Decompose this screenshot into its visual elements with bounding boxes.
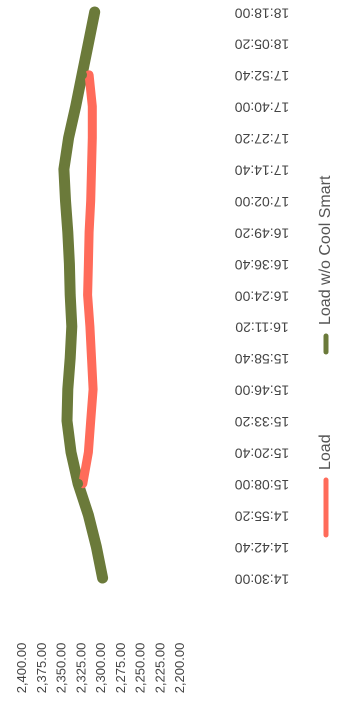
data-point xyxy=(84,448,93,457)
data-point xyxy=(88,133,97,142)
data-point xyxy=(83,291,92,299)
data-point xyxy=(86,416,95,425)
x-tick-label: 15:58:40 xyxy=(235,351,290,367)
data-point xyxy=(62,227,73,238)
data-point xyxy=(87,353,96,362)
x-tick-label: 14:30:00 xyxy=(235,571,290,587)
x-tick-label: 18:05:20 xyxy=(235,37,290,53)
data-point xyxy=(89,7,100,17)
y-tick-label: 2,225.00 xyxy=(152,643,167,694)
data-point xyxy=(58,164,69,175)
data-point xyxy=(97,573,108,583)
y-tick-label: 2,250.00 xyxy=(133,643,148,694)
x-tick-label: 17:40:00 xyxy=(235,100,290,116)
x-tick-label: 16:36:40 xyxy=(235,257,290,273)
x-tick-label: 16:24:00 xyxy=(235,288,290,304)
data-point xyxy=(91,541,102,552)
y-tick-label: 2,375.00 xyxy=(34,643,49,694)
data-point xyxy=(62,415,72,426)
data-point xyxy=(84,259,93,268)
data-point xyxy=(77,69,87,80)
x-tick-label: 15:33:20 xyxy=(235,414,290,430)
data-point xyxy=(85,70,94,79)
data-point xyxy=(64,258,75,269)
data-point xyxy=(66,447,76,458)
x-tick-label: 18:18:00 xyxy=(235,5,290,21)
x-tick-label: 17:27:20 xyxy=(235,131,290,147)
y-tick-label: 2,325.00 xyxy=(73,643,88,694)
y-tick-label: 2,350.00 xyxy=(54,643,69,694)
x-tick-label: 15:20:40 xyxy=(235,446,290,462)
y-tick-label: 2,275.00 xyxy=(113,643,128,694)
x-tick-label: 16:11:20 xyxy=(235,320,289,336)
x-tick-label: 17:02:00 xyxy=(235,194,290,210)
data-point xyxy=(83,38,94,49)
x-tick-label: 17:52:40 xyxy=(235,68,290,84)
x-tick-label: 17:14:40 xyxy=(235,163,290,179)
data-point xyxy=(65,290,76,300)
data-point xyxy=(87,165,96,174)
data-point xyxy=(86,196,95,205)
data-point xyxy=(85,322,94,331)
data-point xyxy=(60,195,71,206)
x-tick-label: 15:46:00 xyxy=(235,383,290,399)
data-point xyxy=(63,132,74,143)
y-tick-label: 2,400.00 xyxy=(14,643,29,694)
data-point xyxy=(85,228,94,237)
data-point xyxy=(73,478,84,489)
data-point xyxy=(88,102,97,111)
x-tick-label: 14:55:20 xyxy=(235,508,290,524)
x-tick-label: 14:42:40 xyxy=(235,540,290,556)
x-tick-label: 16:49:20 xyxy=(235,225,290,241)
data-point xyxy=(83,510,94,521)
legend-label: Load xyxy=(317,434,334,470)
legend-label: Load w/o Cool Smart xyxy=(317,175,334,325)
data-point xyxy=(70,101,81,112)
data-point xyxy=(62,384,73,395)
data-point xyxy=(66,321,77,332)
data-point xyxy=(65,352,76,363)
data-point xyxy=(89,385,98,394)
series-line xyxy=(78,70,98,489)
x-tick-label: 15:08:00 xyxy=(235,477,290,493)
y-tick-label: 2,200.00 xyxy=(172,643,187,694)
y-tick-label: 2,300.00 xyxy=(93,643,108,694)
plot-area: 2,400.00 2,375.00 2,350.00 2,325.00 2,300.00… xyxy=(14,5,334,693)
